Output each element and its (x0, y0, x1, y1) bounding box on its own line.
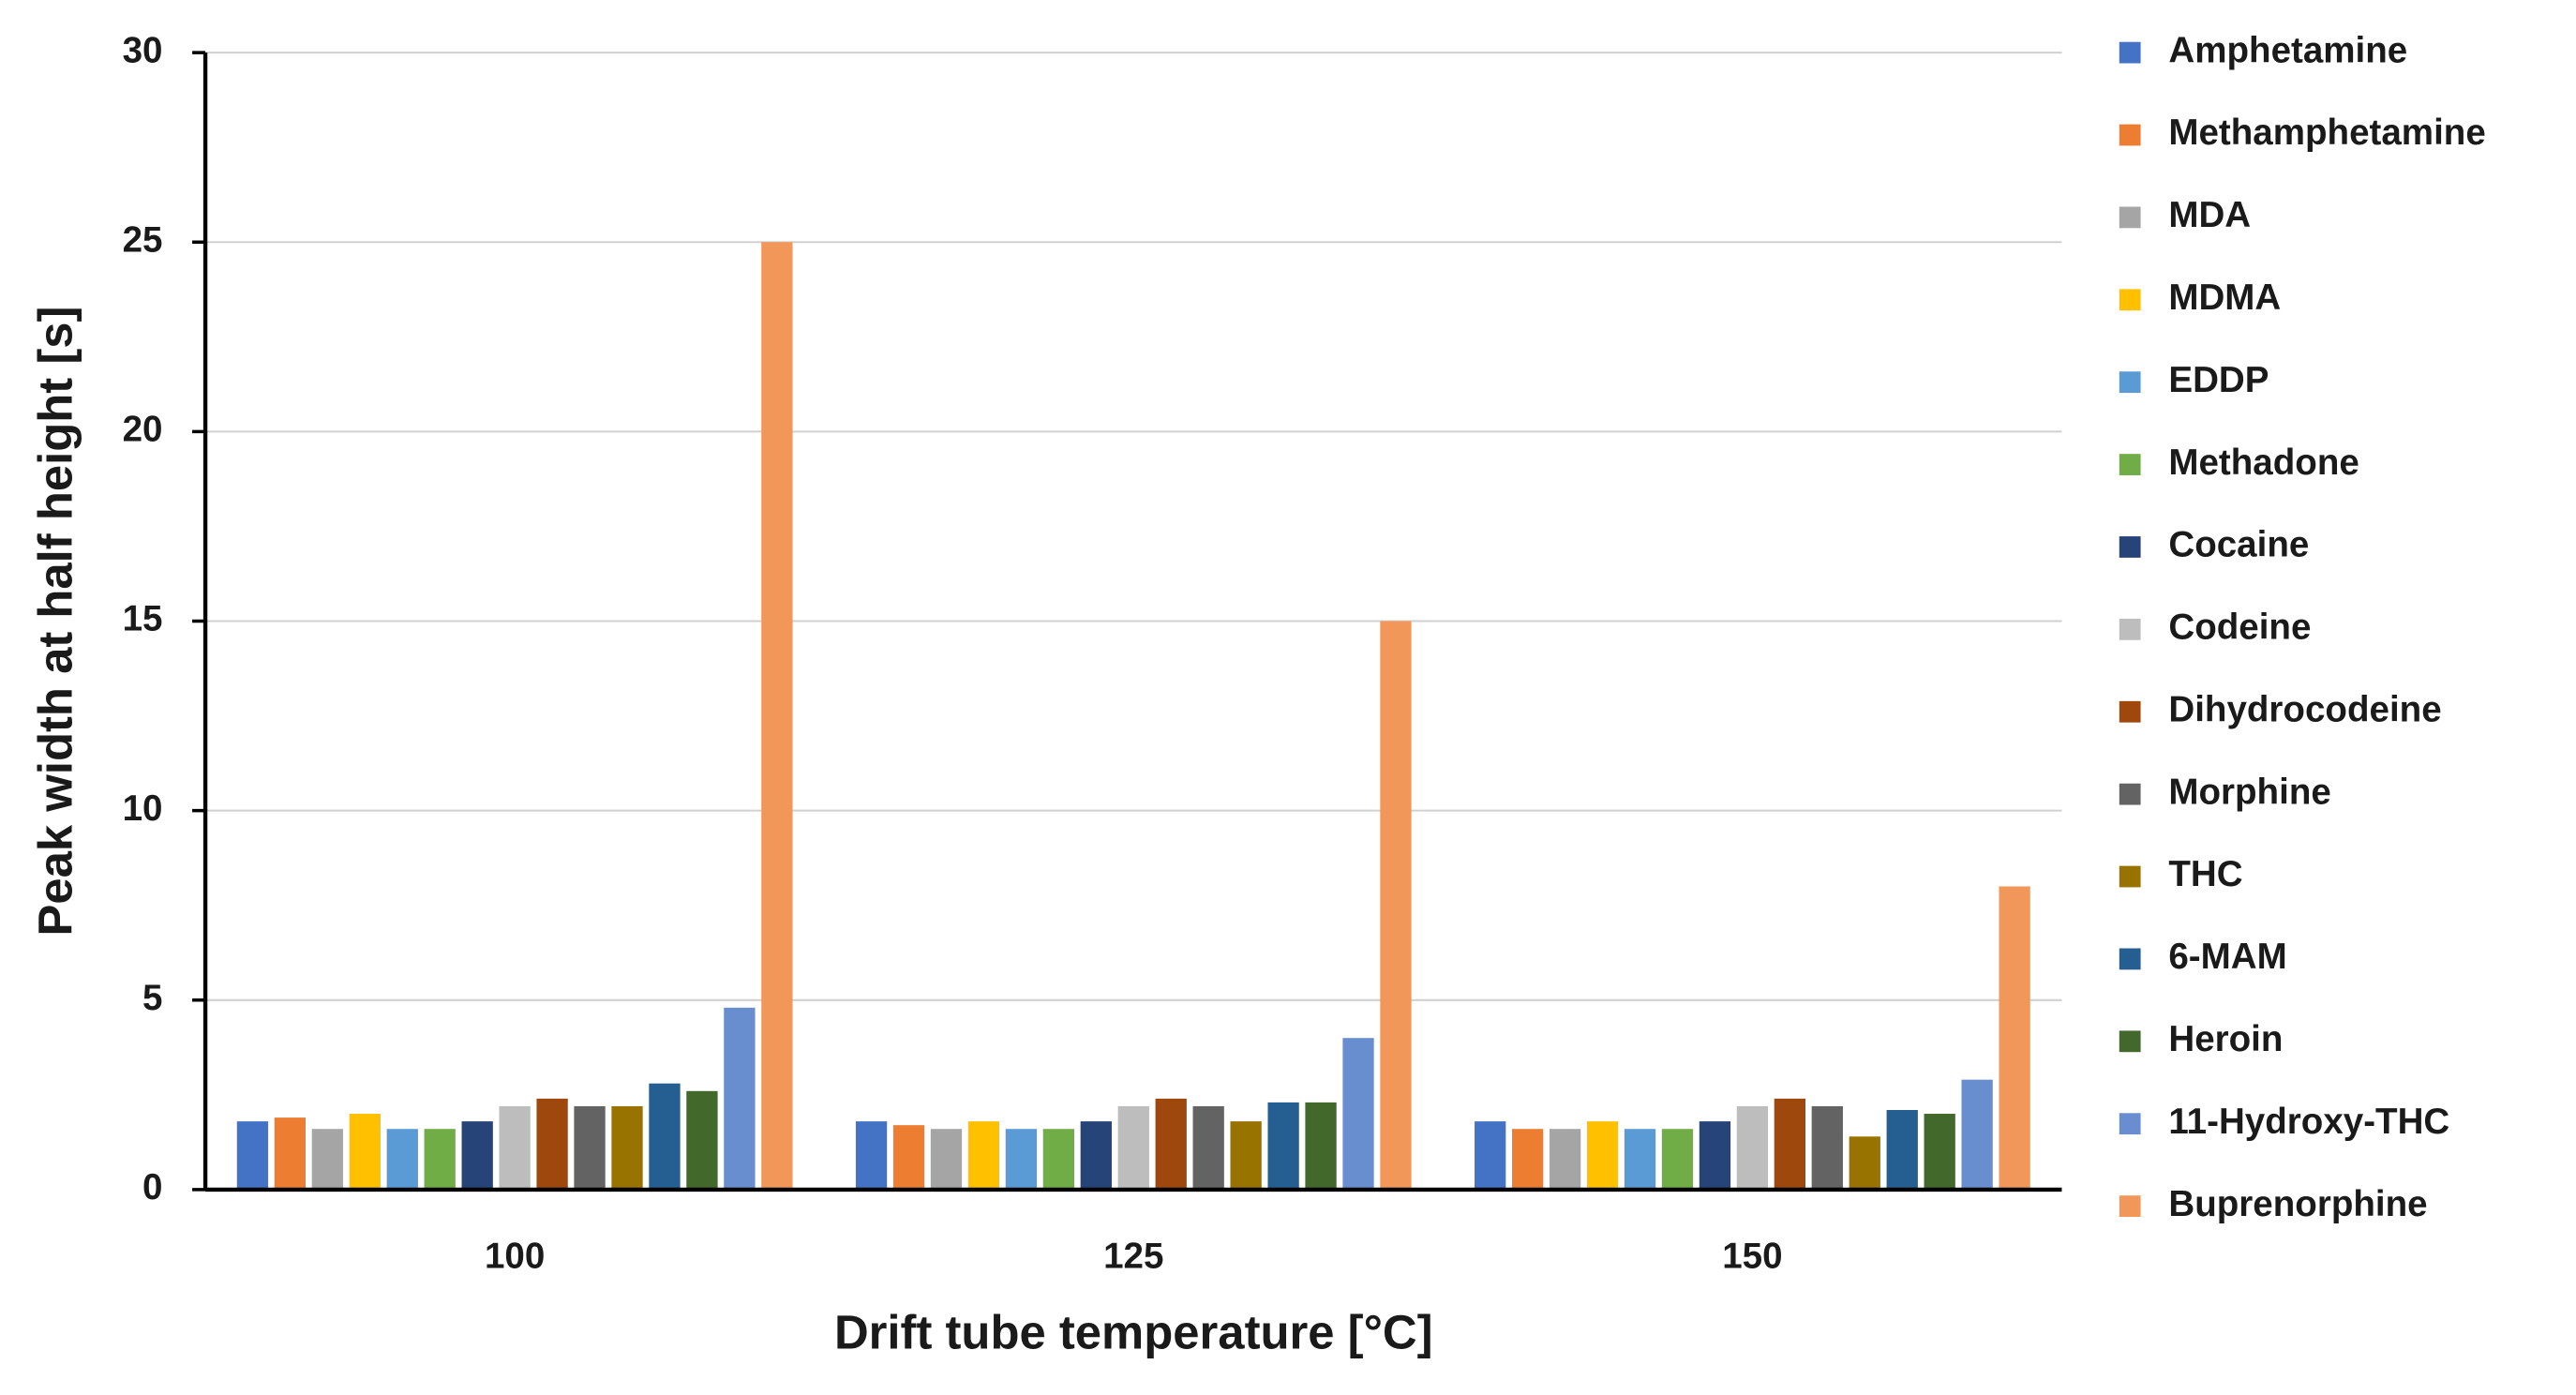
bar (1811, 1105, 1843, 1190)
legend-label: EDDP (2168, 360, 2269, 400)
y-tick-label: 10 (123, 788, 163, 829)
bar (1586, 1121, 1619, 1190)
bar (1475, 1121, 1506, 1190)
bar (724, 1007, 756, 1190)
bar (1961, 1079, 1993, 1190)
legend-label: 11-Hydroxy-THC (2168, 1102, 2449, 1142)
legend-label: Heroin (2168, 1019, 2283, 1059)
x-tick-label: 150 (1722, 1237, 1782, 1277)
bar (311, 1129, 343, 1190)
y-tick-label: 25 (123, 219, 163, 260)
bar (1699, 1121, 1731, 1190)
y-tick-label: 20 (123, 410, 163, 450)
bar (1192, 1105, 1224, 1190)
legend-swatch (2119, 948, 2141, 970)
legend-label: Codeine (2168, 608, 2311, 648)
bar (1849, 1136, 1880, 1190)
legend-swatch (2119, 700, 2141, 723)
legend-label: Amphetamine (2168, 30, 2407, 70)
legend-swatch (2119, 454, 2141, 475)
legend-label: Buprenorphine (2168, 1184, 2427, 1224)
y-tick-label: 15 (123, 599, 163, 639)
bar (1549, 1129, 1581, 1190)
bar (499, 1105, 531, 1190)
x-tick-label: 125 (1103, 1237, 1163, 1277)
bar (611, 1105, 643, 1190)
legend-label: Cocaine (2168, 525, 2309, 565)
bar (1661, 1129, 1694, 1190)
legend-swatch (2119, 865, 2141, 888)
bar (1117, 1105, 1149, 1190)
bar (1736, 1105, 1769, 1190)
bar (649, 1083, 681, 1190)
bar (1624, 1129, 1656, 1190)
bar (930, 1129, 963, 1190)
bar (386, 1129, 418, 1190)
bar (1924, 1114, 1955, 1190)
legend-label: Methadone (2168, 442, 2359, 483)
bar (274, 1118, 307, 1190)
bar (1005, 1129, 1038, 1190)
bar (461, 1121, 493, 1190)
legend-label: Methamphetamine (2168, 112, 2485, 153)
bar (1305, 1102, 1337, 1190)
x-axis-label: Drift tube temperature [°C] (834, 1305, 1433, 1358)
bar (1080, 1121, 1112, 1190)
legend-swatch (2119, 289, 2141, 311)
bar (1999, 886, 2030, 1190)
legend-swatch (2119, 618, 2141, 640)
bar (761, 242, 793, 1190)
bar (686, 1090, 718, 1190)
bar (424, 1129, 456, 1190)
bar (1511, 1129, 1544, 1190)
legend-swatch (2119, 1195, 2141, 1217)
bar (967, 1121, 1000, 1190)
legend-label: Morphine (2168, 772, 2330, 812)
y-tick-label: 30 (123, 30, 163, 70)
legend-swatch (2119, 41, 2141, 64)
bar (236, 1121, 269, 1190)
legend-label: MDMA (2168, 278, 2281, 318)
bar (892, 1125, 925, 1190)
bar (1230, 1121, 1262, 1190)
legend-swatch (2119, 1030, 2141, 1053)
bar (1267, 1102, 1299, 1190)
y-axis-label: Peak width at half height [s] (29, 307, 82, 937)
y-tick-label: 0 (142, 1167, 162, 1208)
y-tick-label: 5 (142, 978, 162, 1018)
bar (1380, 621, 1412, 1190)
bar (349, 1114, 381, 1190)
bar (1774, 1098, 1805, 1190)
legend-swatch (2119, 124, 2141, 146)
legend-swatch (2119, 1113, 2141, 1135)
x-tick-label: 100 (485, 1237, 545, 1277)
bar (1342, 1038, 1374, 1190)
bar (1155, 1098, 1187, 1190)
bar (1042, 1129, 1074, 1190)
bar (855, 1121, 888, 1190)
legend-label: 6-MAM (2168, 937, 2286, 977)
legend-swatch (2119, 206, 2141, 229)
bar (536, 1098, 568, 1190)
legend-label: THC (2168, 854, 2242, 894)
legend-swatch (2119, 371, 2141, 394)
legend-swatch (2119, 783, 2141, 805)
bar (1886, 1109, 1918, 1190)
bar (574, 1105, 606, 1190)
legend-label: Dihydrocodeine (2168, 689, 2441, 729)
legend-label: MDA (2168, 195, 2251, 235)
legend-swatch (2119, 536, 2141, 558)
